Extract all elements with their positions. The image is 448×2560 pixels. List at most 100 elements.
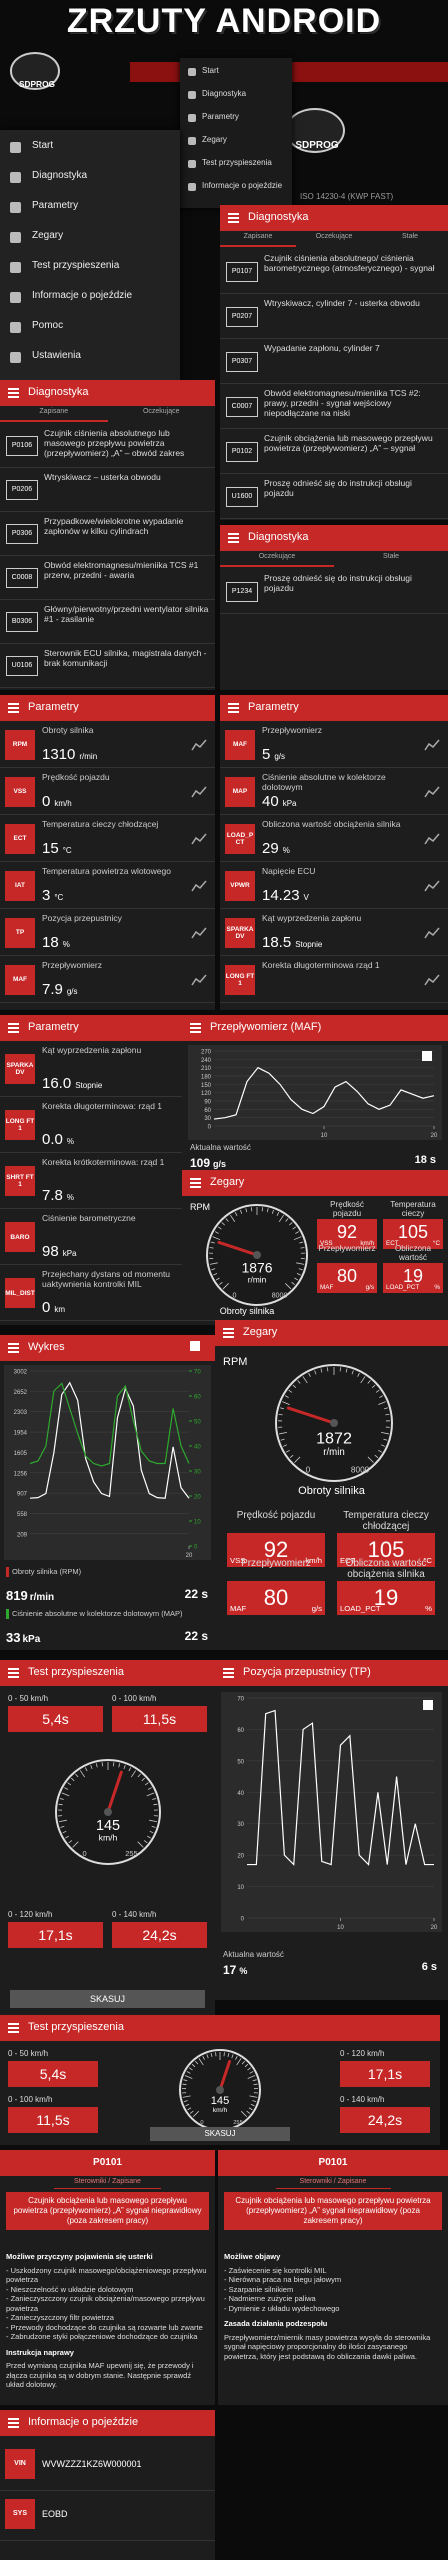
tile-value: 80 — [336, 1266, 358, 1287]
checkbox[interactable] — [190, 1341, 200, 1351]
gauge-scale-tick — [379, 1395, 384, 1398]
menu-item[interactable]: Ustawienia — [32, 350, 81, 361]
legend-reading: 819 r/min — [6, 1587, 54, 1605]
graph-icon-line — [191, 880, 207, 891]
gauge-unit: km/h — [213, 2107, 228, 2114]
param-code: LONG FT1 — [225, 964, 255, 995]
gauge-max: 255 — [233, 2120, 243, 2126]
gauge-scale-tick — [246, 2110, 251, 2114]
param-reading: 0 km/h — [42, 793, 72, 811]
menu-icon — [10, 142, 21, 153]
menu-item[interactable]: Start — [32, 140, 54, 151]
tabs[interactable]: Sterowniki / Zapisane — [299, 2178, 367, 2185]
y-tick-label: 558 — [17, 1512, 28, 1518]
gauge-scale-tick — [225, 1218, 229, 1222]
param-name: Przejechany dystans od momentu uaktywnie… — [42, 1269, 171, 1289]
gauge-scale-tick — [302, 1376, 308, 1384]
param-code: MAF — [225, 729, 255, 760]
protocol: ISO 14230-4 (KWP FAST) — [300, 192, 394, 201]
y-tick-label: 209 — [17, 1532, 28, 1538]
row-divider — [220, 293, 448, 294]
menu-icon-line — [190, 1186, 201, 1188]
menu-item[interactable]: Diagnostyka — [202, 89, 247, 98]
series-line — [29, 1381, 190, 1499]
param-value: 18.5 — [262, 934, 292, 951]
param-name: Temperatura powietrza wlotowego — [42, 866, 171, 876]
menu-icon-line — [8, 2027, 19, 2029]
tab[interactable]: Zapisane — [243, 233, 273, 240]
tab[interactable]: Stałe — [402, 233, 418, 240]
app-bar-title: Wykres — [28, 1341, 65, 1353]
tile-unit: °C — [423, 1556, 432, 1566]
graph-icon — [424, 739, 440, 750]
gauge-scale-tick — [144, 1782, 149, 1786]
tab-indicator — [0, 420, 108, 422]
menu-item[interactable]: Test przyspieszenia — [32, 260, 120, 271]
reset-button[interactable]: SKASUJ — [150, 2127, 290, 2141]
menu-item[interactable]: Parametry — [202, 112, 239, 121]
gauge-scale-tick — [151, 1798, 156, 1800]
parameters-screen: Parametry RPM Obroty silnika 1310 r/min VSS Pr… — [0, 695, 215, 1010]
menu-item[interactable]: Parametry — [32, 200, 79, 211]
menu-item[interactable]: Informacje o pojeździe — [32, 290, 133, 301]
menu-item[interactable]: Test przyspieszenia — [202, 158, 272, 167]
tab[interactable]: Oczekujące — [315, 233, 353, 240]
maf-graph-screen: Przepływomierz (MAF) 0 30 60 90 120 150 180 210 2… — [182, 1015, 448, 1170]
app-bar: Parametry — [220, 695, 448, 721]
gauge-scale-tick — [278, 1214, 284, 1222]
gauge-scale-tick — [146, 1835, 151, 1839]
gauge-hub — [103, 1808, 112, 1816]
menu-icon-line — [8, 707, 19, 709]
menu-item[interactable]: Diagnostyka — [32, 170, 88, 181]
menu-item[interactable]: Informacje o pojeździe — [202, 181, 283, 190]
menu-item[interactable]: Start — [202, 66, 219, 75]
gauge-scale-tick — [206, 2054, 209, 2059]
checkbox[interactable] — [422, 1051, 432, 1061]
gauge-scale-tick — [89, 1764, 92, 1769]
app-bar: Test przyspieszenia — [0, 1660, 215, 1686]
dtc-body: Możliwe przyczyny pojawienia się usterki… — [6, 2246, 209, 2390]
reset-button[interactable]: SKASUJ — [10, 1990, 205, 2008]
legend-reading: 33 kPa — [6, 1629, 40, 1647]
gauge-scale-tick — [187, 2107, 192, 2111]
param-unit: °C — [54, 893, 64, 902]
param-name: Ciśnienie barometryczne — [42, 1213, 136, 1223]
row-divider — [0, 767, 215, 768]
gauge-caption: Obroty silnika — [298, 1485, 365, 1497]
tab[interactable]: Oczekujące — [258, 553, 296, 560]
menu-item[interactable]: Pomoc — [32, 320, 64, 331]
graph-icon-line — [191, 974, 207, 985]
tile-code: VSS — [230, 1556, 246, 1566]
dtc-code: P0102 — [226, 441, 258, 462]
gauge-scale-tick — [294, 1456, 301, 1463]
param-reading: 29% — [262, 840, 290, 858]
menu-item[interactable]: Zegary — [32, 230, 64, 241]
tabs[interactable]: Sterowniki / Zapisane — [74, 2178, 141, 2185]
tile-value: 105 — [367, 1537, 405, 1563]
checkbox[interactable] — [423, 1700, 433, 1710]
tab[interactable]: Zapisane — [39, 408, 69, 415]
gauge-scale-tick — [383, 1407, 389, 1410]
dtc-description: Przypadkowe/wielokrotne wypadanie zapłon… — [44, 516, 184, 536]
gauge-scale-tick — [278, 1413, 283, 1416]
gauge-scale-tick — [380, 1431, 390, 1435]
tile-unit: g/s — [311, 1604, 322, 1614]
y-tick-label: 210 — [201, 1066, 212, 1072]
row-divider — [0, 511, 215, 512]
gauge-scale-tick — [289, 1454, 294, 1458]
param-code: IAT — [5, 870, 35, 901]
param-reading: 98 kPa — [42, 1243, 76, 1261]
menu-item[interactable]: Zegary — [202, 135, 227, 144]
row-divider — [0, 1002, 215, 1003]
y-tick-label: 50 — [237, 1759, 244, 1765]
dtc-description: Proszę odnieść się do instrukcji obsługi… — [264, 478, 412, 498]
gauge-scale-tick — [378, 1449, 382, 1453]
row-divider — [0, 687, 215, 688]
section-text: - Szarpanie silnikiem — [224, 2284, 294, 2294]
elapsed-time: 18 s — [414, 1154, 436, 1166]
gauge-scale-tick — [215, 1277, 220, 1281]
menu-icon-line — [223, 1328, 234, 1330]
tile-name: Prędkość pojazdu — [236, 1510, 316, 1521]
tab[interactable]: Oczekujące — [142, 408, 180, 415]
tab[interactable]: Stałe — [383, 553, 399, 560]
